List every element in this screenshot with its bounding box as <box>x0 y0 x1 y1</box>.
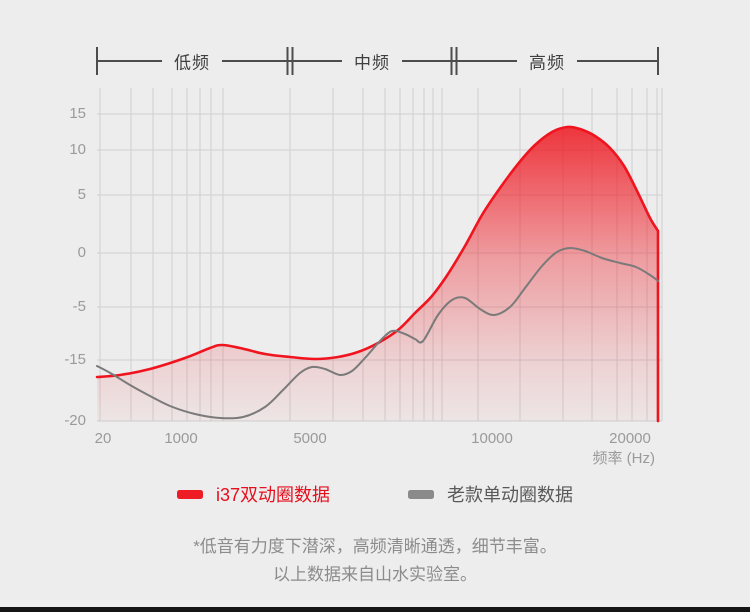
legend-swatch-red <box>176 489 203 499</box>
x-axis-caption: 频率 (Hz) <box>592 450 656 467</box>
y-tick-label: 0 <box>77 244 86 261</box>
bottom-divider-bar <box>0 607 750 612</box>
x-tick-label: 20 <box>94 430 112 447</box>
band-label-high-freq: 高频 <box>517 48 577 74</box>
y-tick-label: -15 <box>64 351 86 368</box>
y-tick-label: 10 <box>69 141 86 158</box>
legend-label-i37: i37双动圈数据 <box>215 485 331 505</box>
x-tick-label: 10000 <box>471 430 513 447</box>
y-tick-label: 5 <box>77 186 86 203</box>
footnote-line-1: *低音有力度下潜深，高频清晰通透，细节丰富。 <box>193 537 557 556</box>
footnote: *低音有力度下潜深，高频清晰通透，细节丰富。 以上数据来自山水实验室。 <box>0 533 750 589</box>
y-tick-label: 15 <box>69 105 86 122</box>
x-tick-label: 20000 <box>609 430 651 447</box>
x-tick-label: 5000 <box>293 430 327 447</box>
footnote-line-2: 以上数据来自山水实验室。 <box>273 565 477 584</box>
band-label-low-freq: 低频 <box>162 48 222 74</box>
y-tick-label: -20 <box>64 412 86 429</box>
series-area-i37 <box>97 126 658 421</box>
series-line-i37 <box>95 125 660 423</box>
series-line-old-model <box>96 246 659 420</box>
x-tick-label: 1000 <box>164 430 198 447</box>
legend-item-old-model: 老款单动圈数据 <box>408 481 573 507</box>
legend-item-i37: i37双动圈数据 <box>176 481 331 507</box>
legend-label-old-model: 老款单动圈数据 <box>447 485 574 505</box>
y-tick-label: -5 <box>72 298 86 315</box>
chart-legend: i37双动圈数据 老款单动圈数据 <box>0 481 750 507</box>
legend-swatch-gray <box>408 489 435 499</box>
band-label-mid-freq: 中频 <box>342 48 402 74</box>
